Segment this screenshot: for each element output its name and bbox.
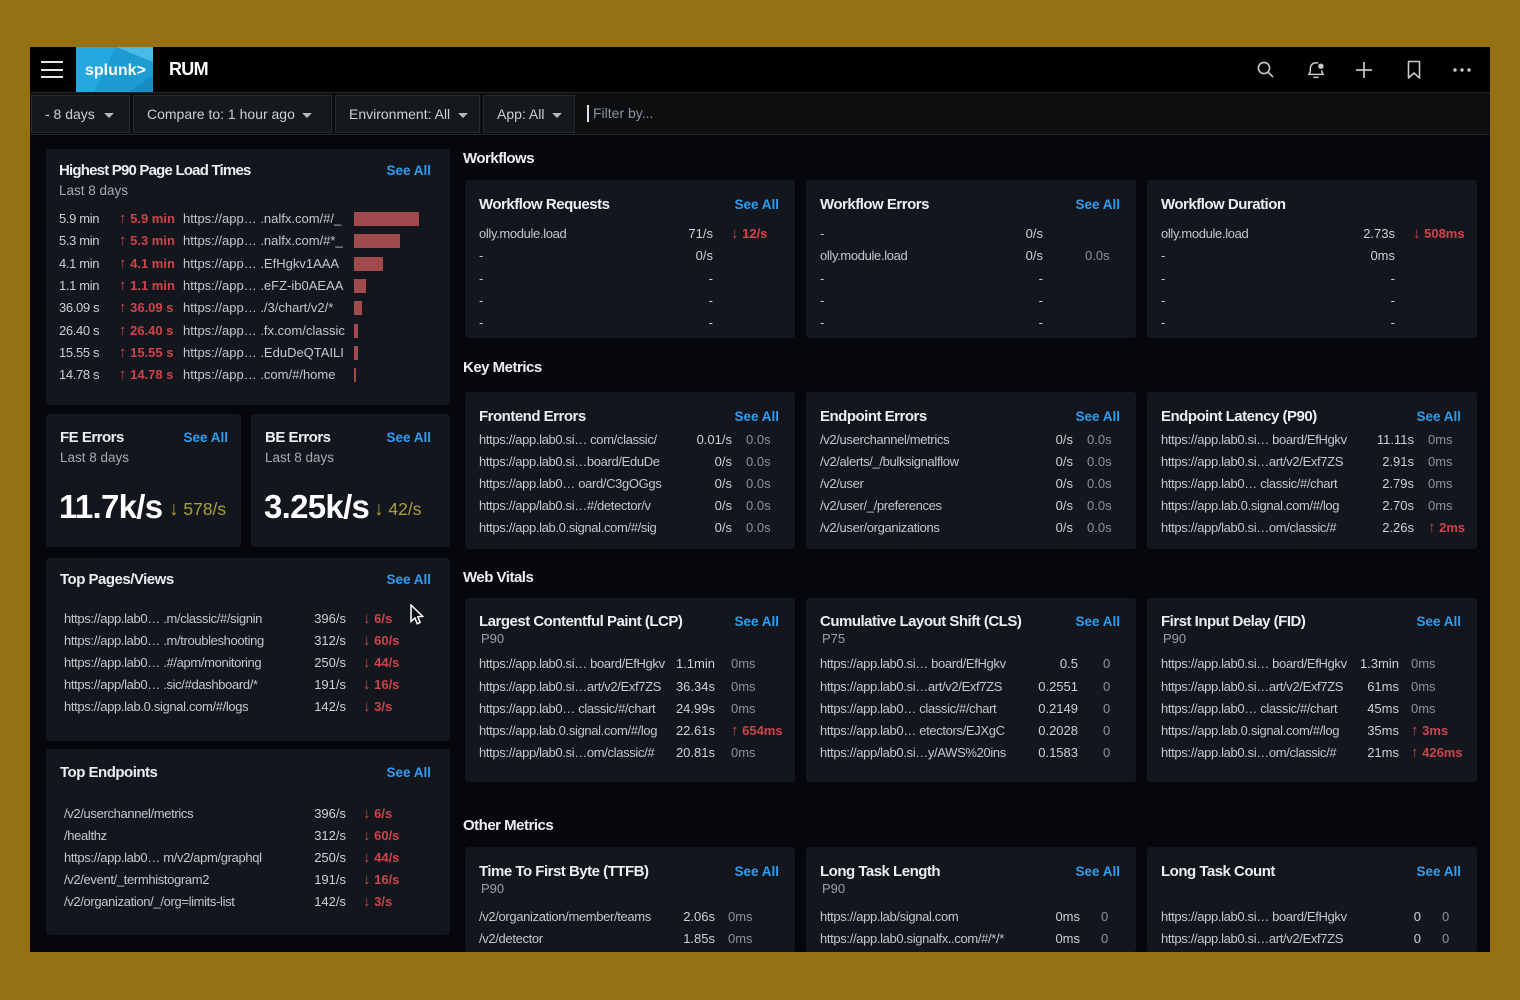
svg-text:splunk>: splunk> [85,62,146,79]
